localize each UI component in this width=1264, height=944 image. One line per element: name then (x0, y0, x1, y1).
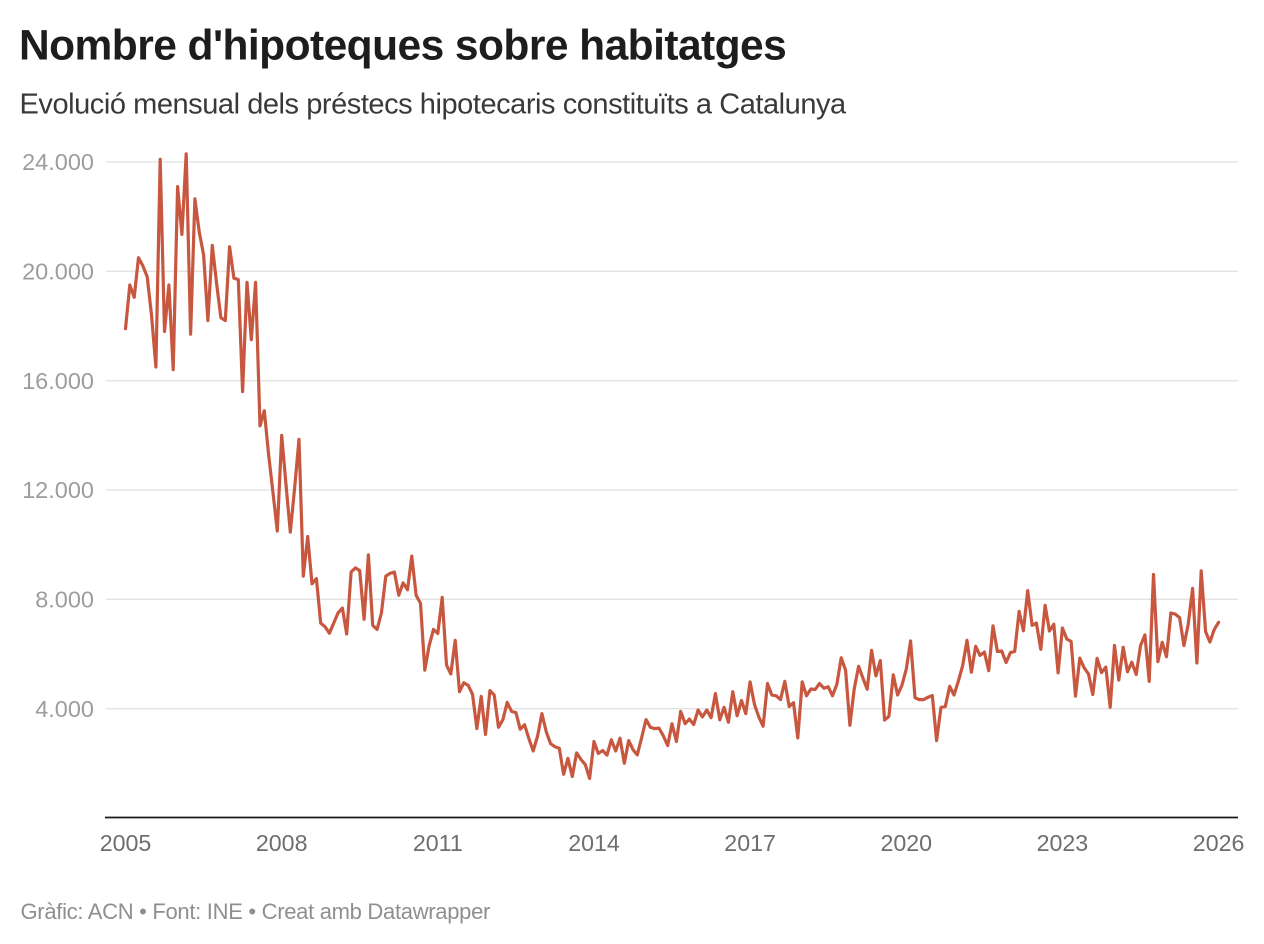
svg-text:2026: 2026 (1193, 830, 1245, 856)
svg-text:8.000: 8.000 (35, 587, 94, 613)
svg-text:2005: 2005 (100, 830, 152, 856)
svg-text:Evolució mensual dels préstecs: Evolució mensual dels préstecs hipotecar… (20, 89, 848, 121)
svg-text:2008: 2008 (256, 830, 308, 856)
svg-text:2017: 2017 (724, 830, 776, 856)
svg-text:2020: 2020 (881, 830, 933, 856)
svg-text:16.000: 16.000 (22, 368, 94, 394)
svg-text:Nombre d'hipoteques sobre habi: Nombre d'hipoteques sobre habitatges (19, 23, 786, 70)
svg-text:12.000: 12.000 (22, 477, 94, 503)
svg-text:Gràfic: ACN • Font: INE • Crea: Gràfic: ACN • Font: INE • Creat amb Data… (21, 899, 491, 924)
svg-text:2023: 2023 (1037, 830, 1089, 856)
svg-text:24.000: 24.000 (22, 149, 94, 175)
svg-text:2014: 2014 (568, 830, 620, 856)
svg-text:4.000: 4.000 (35, 696, 94, 722)
svg-text:20.000: 20.000 (22, 259, 94, 285)
svg-text:2011: 2011 (413, 830, 463, 856)
